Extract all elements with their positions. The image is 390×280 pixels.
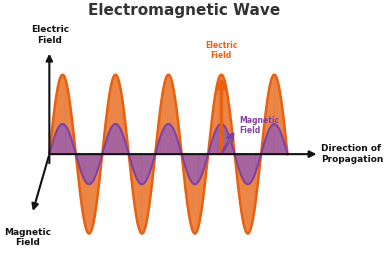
Text: Magnetic
Field: Magnetic Field (239, 116, 279, 135)
Text: Direction of
Propagation: Direction of Propagation (321, 144, 384, 164)
Text: 90°: 90° (225, 139, 236, 144)
Title: Electromagnetic Wave: Electromagnetic Wave (88, 3, 280, 18)
Text: Electric
Field: Electric Field (205, 41, 238, 60)
Text: Electric
Field: Electric Field (31, 25, 69, 45)
Text: Magnetic
Field: Magnetic Field (4, 228, 51, 248)
